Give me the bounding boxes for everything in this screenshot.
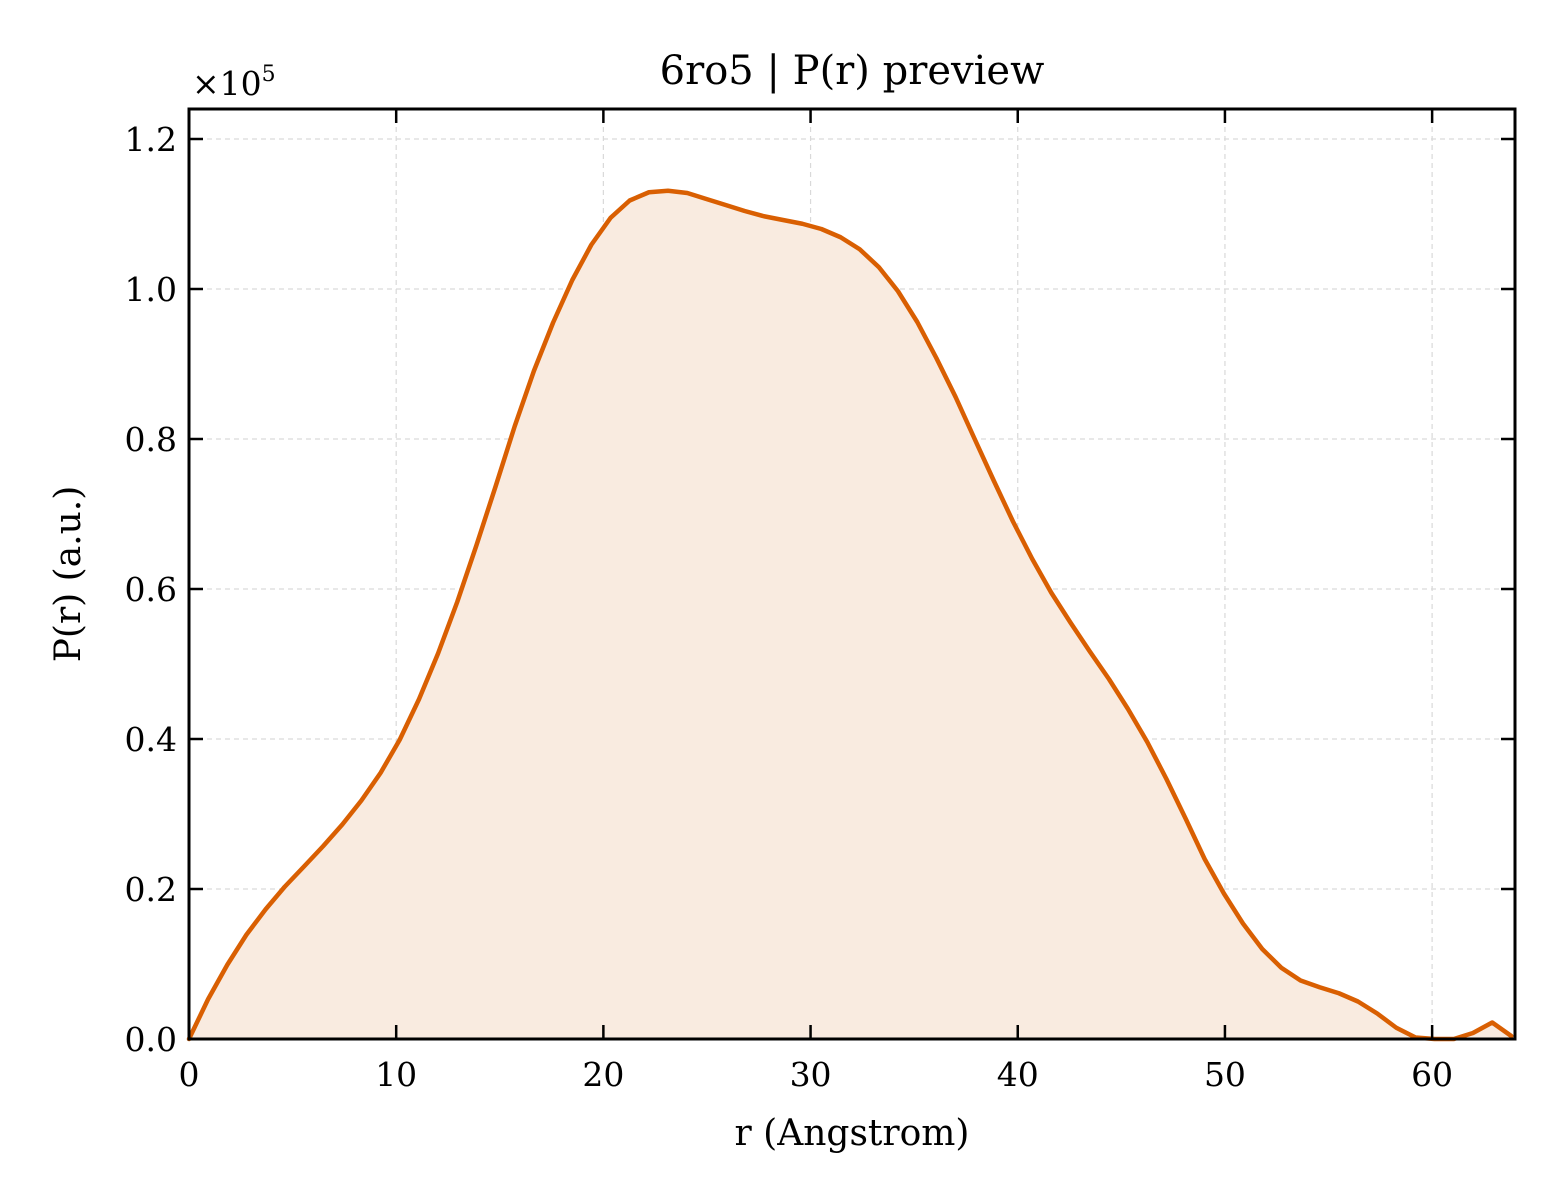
y-tick-label: 0.0: [125, 1020, 177, 1059]
y-tick-labels: 0.0 0.2 0.4 0.6 0.8 1.0 1.2: [125, 120, 177, 1059]
y-tick-label: 1.0: [125, 270, 177, 309]
y-tick-label: 0.2: [125, 870, 177, 909]
line-layer: [186, 188, 1514, 1042]
y-offset-exponent: 5: [262, 62, 276, 87]
x-tick-label: 50: [1204, 1055, 1246, 1094]
pr-series-line: [186, 188, 1514, 1042]
pr-area-fill: [189, 190, 1512, 1039]
y-tick-label: 0.8: [125, 420, 177, 459]
y-tick-label: 0.6: [125, 570, 177, 609]
y-offset-base: ×10: [192, 64, 262, 103]
y-axis-label: P(r) (a.u.): [48, 486, 89, 663]
chart-title: 6ro5 | P(r) preview: [660, 48, 1045, 94]
x-tick-label: 30: [790, 1055, 832, 1094]
x-tick-label: 0: [179, 1055, 200, 1094]
x-axis-label: r (Angstrom): [735, 1113, 970, 1154]
x-tick-label: 20: [582, 1055, 624, 1094]
x-tick-label: 10: [375, 1055, 417, 1094]
y-offset-label: ×105: [192, 62, 276, 103]
x-tick-label: 40: [997, 1055, 1039, 1094]
x-tick-label: 60: [1411, 1055, 1453, 1094]
ticks-layer: [187, 109, 1515, 1041]
area-layer: [189, 190, 1512, 1039]
x-tick-labels: 0 10 20 30 40 50 60: [179, 1055, 1454, 1094]
y-tick-label: 0.4: [125, 720, 177, 759]
y-tick-label: 1.2: [125, 120, 177, 159]
plot-frame: [187, 107, 1517, 1041]
